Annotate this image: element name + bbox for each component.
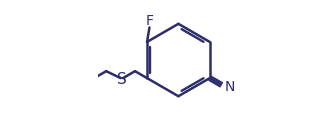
Text: F: F [145,14,153,28]
Text: S: S [117,71,127,86]
Text: N: N [224,79,235,93]
